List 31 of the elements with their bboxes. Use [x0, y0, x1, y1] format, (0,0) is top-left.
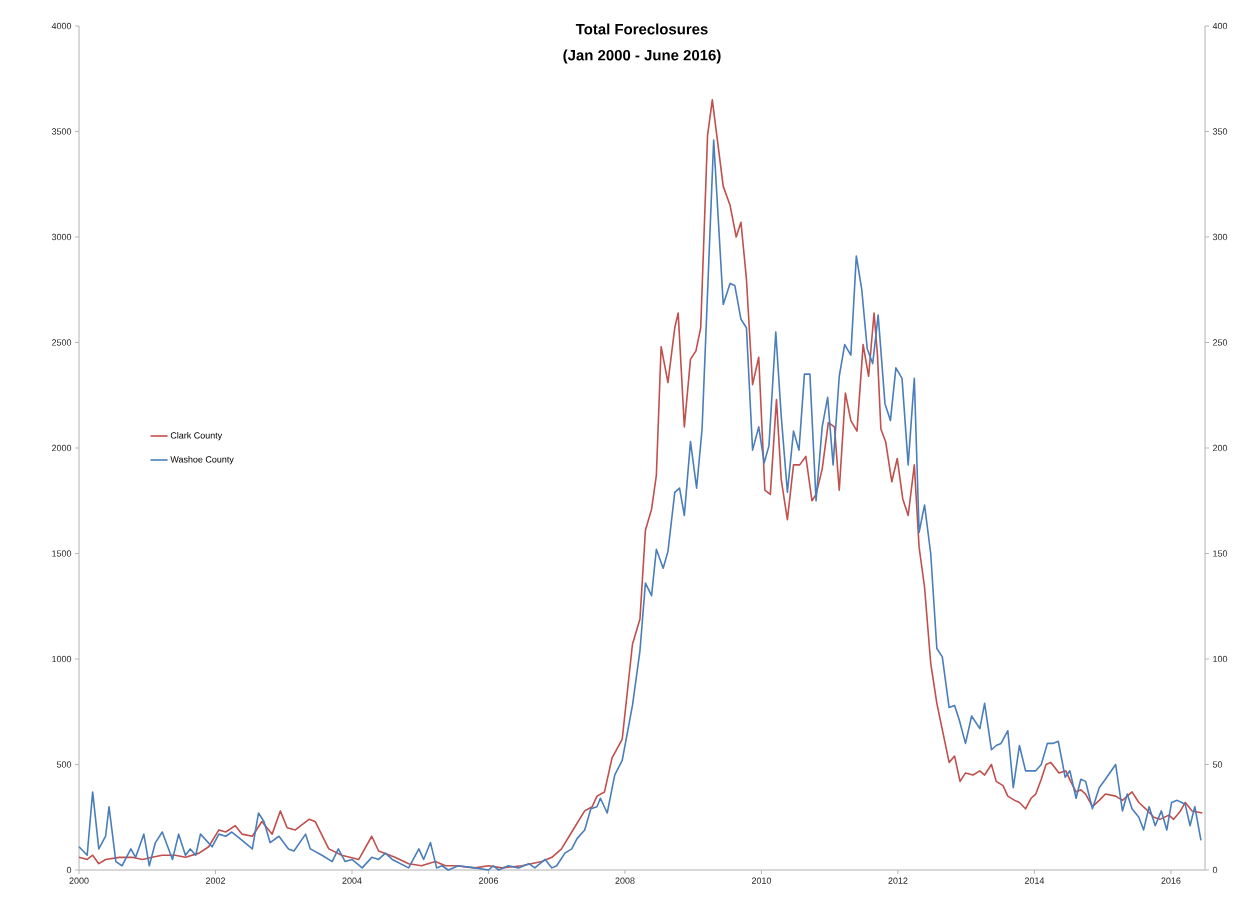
y-tick-label: 3000	[51, 233, 72, 241]
x-tick-label: 2010	[751, 877, 772, 884]
chart-title: Total Foreclosures	[575, 23, 708, 35]
x-tick-label: 2000	[69, 877, 89, 884]
y2-tick-label: 150	[1213, 550, 1228, 557]
x-tick-label: 2006	[478, 877, 499, 884]
x-tick-label: 2016	[1161, 877, 1181, 884]
x-tick-label: 2014	[1024, 877, 1045, 884]
y2-tick-label: 200	[1212, 444, 1228, 452]
y-tick-label: 1500	[52, 550, 72, 557]
y-tick-label: 2500	[52, 339, 72, 346]
y2-tick-label: 50	[1212, 761, 1223, 768]
y2-tick-label: 350	[1212, 128, 1228, 135]
x-tick-label: 2008	[615, 877, 635, 884]
y-tick-label: 4000	[51, 22, 72, 30]
y-tick-label: 0	[66, 866, 72, 874]
x-tick-label: 2012	[888, 877, 908, 884]
y2-tick-label: 300	[1212, 233, 1228, 241]
y-tick-label: 500	[56, 761, 72, 768]
y2-tick-label: 100	[1213, 655, 1228, 663]
y-tick-label: 2000	[52, 444, 72, 452]
x-tick-label: 2004	[342, 877, 362, 884]
y-tick-label: 1000	[52, 655, 72, 663]
legend-label: Washoe County	[170, 455, 234, 465]
y2-tick-label: 0	[1212, 866, 1218, 874]
y-tick-label: 3500	[51, 128, 72, 135]
legend-label: Clark County	[170, 432, 223, 441]
text: (Jan 2000 - June 2016)	[563, 49, 721, 64]
y2-tick-label: 400	[1212, 22, 1228, 30]
y2-tick-label: 250	[1212, 339, 1228, 346]
x-tick-label: 2002	[205, 877, 225, 884]
